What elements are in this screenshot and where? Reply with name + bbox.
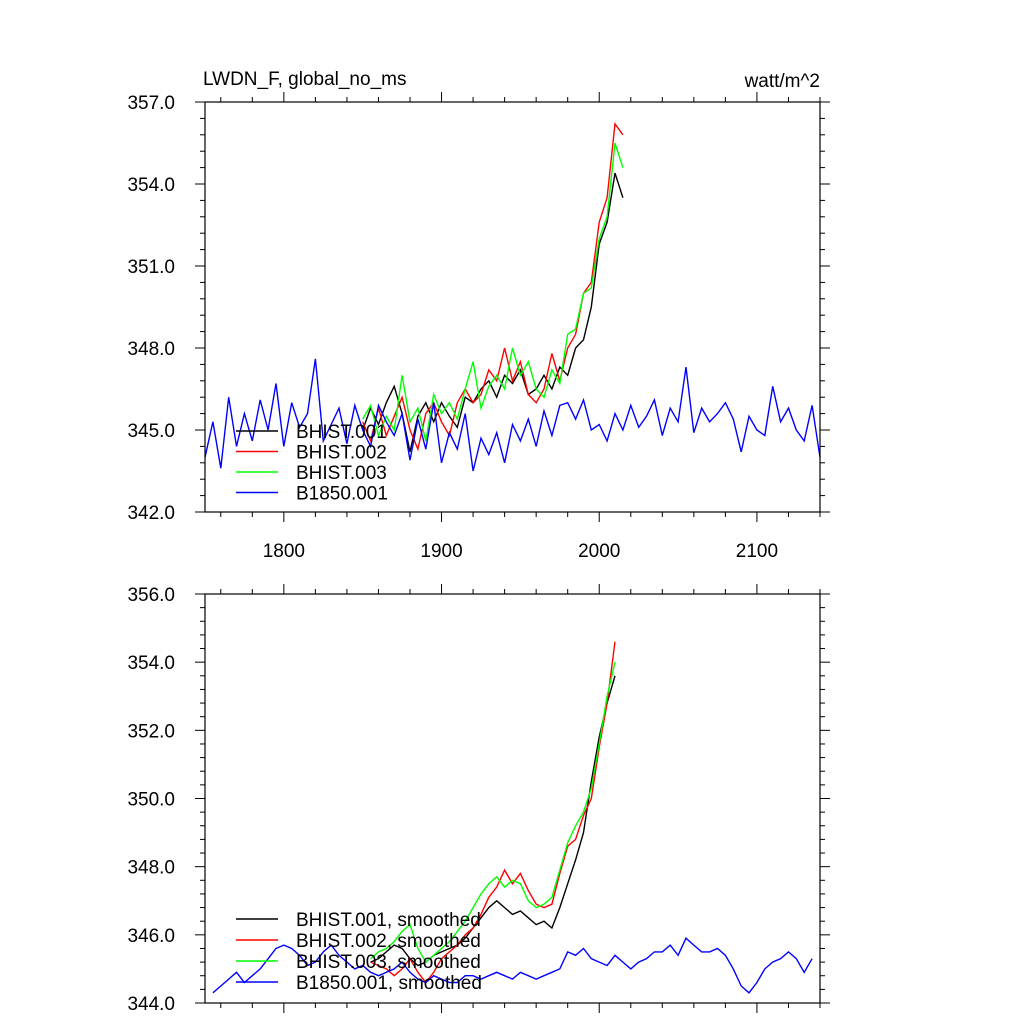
series-line-0-2 [362,142,624,442]
legend-label: BHIST.003, smoothed [296,952,481,973]
legend-label: BHIST.002, smoothed [296,931,481,952]
chart-title: LWDN_F, global_no_ms [203,69,406,90]
series-line-1-1 [370,641,616,984]
y-tick-label: 352.0 [127,721,175,742]
y-tick-label: 348.0 [127,858,175,879]
y-tick-label: 350.0 [127,790,175,811]
legend-label: BHIST.002 [296,443,387,464]
y-tick-label: 351.0 [127,257,175,278]
x-tick-label: 1800 [263,541,305,562]
x-tick-label: 2000 [578,541,620,562]
y-tick-label: 348.0 [127,339,175,360]
y-tick-label: 342.0 [127,503,175,524]
series-line-1-3 [212,937,813,994]
series-line-1-2 [370,662,616,964]
legend-label: B1850.001, smoothed [296,973,482,994]
series-line-0-3 [204,358,821,472]
y-tick-label: 356.0 [127,585,175,606]
y-tick-label: 344.0 [127,994,175,1015]
top-panel: LWDN_F, global_no_ms watt/m^2 1800 1900 20… [127,69,830,562]
x-tick-label: 1900 [420,541,462,562]
y-tick-label: 354.0 [127,175,175,196]
y-tick-label: 345.0 [127,421,175,442]
y-tick-label: 346.0 [127,926,175,947]
plot-frame [204,101,821,513]
y-tick-label: 354.0 [127,653,175,674]
y-tick-label: 357.0 [127,93,175,114]
series-line-0-0 [362,172,624,453]
bottom-panel: 344.0 346.0 348.0 350.0 352.0 354.0 356.0 BHIST… [127,584,830,1015]
chart-units: watt/m^2 [744,71,820,92]
legend-label: BHIST.003 [296,463,387,484]
x-tick-label: 2100 [736,541,778,562]
legend-label: B1850.001 [296,484,388,505]
legend-label: BHIST.001 [296,422,387,443]
legend-label: BHIST.001, smoothed [296,910,481,931]
